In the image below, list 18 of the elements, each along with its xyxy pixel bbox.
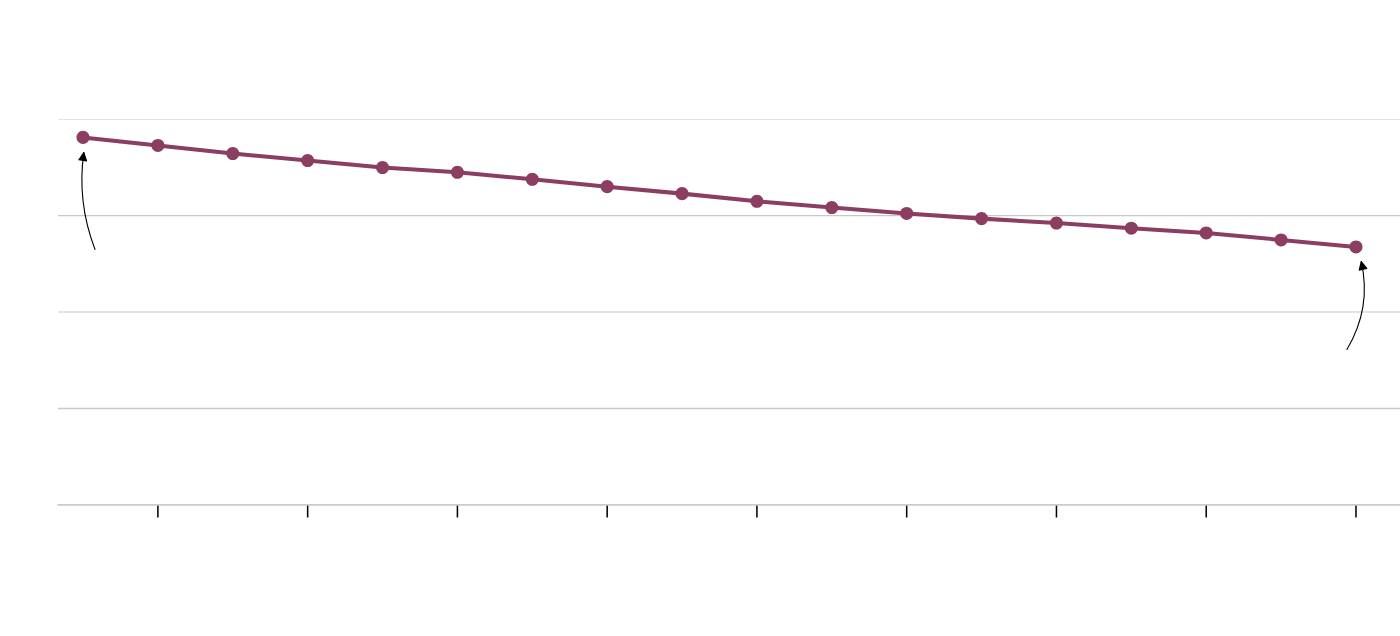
point — [975, 212, 989, 226]
point — [900, 206, 914, 221]
point — [600, 180, 614, 194]
point — [1199, 226, 1213, 240]
point — [450, 165, 464, 179]
point — [226, 147, 240, 161]
point — [151, 138, 165, 152]
point — [76, 130, 90, 144]
point — [301, 154, 315, 168]
point — [825, 201, 839, 215]
point — [525, 172, 539, 186]
point — [675, 187, 689, 201]
point — [1124, 221, 1138, 235]
point — [1049, 216, 1063, 230]
point — [1274, 233, 1288, 247]
point — [750, 194, 764, 208]
point — [1349, 240, 1363, 254]
point — [376, 161, 390, 175]
